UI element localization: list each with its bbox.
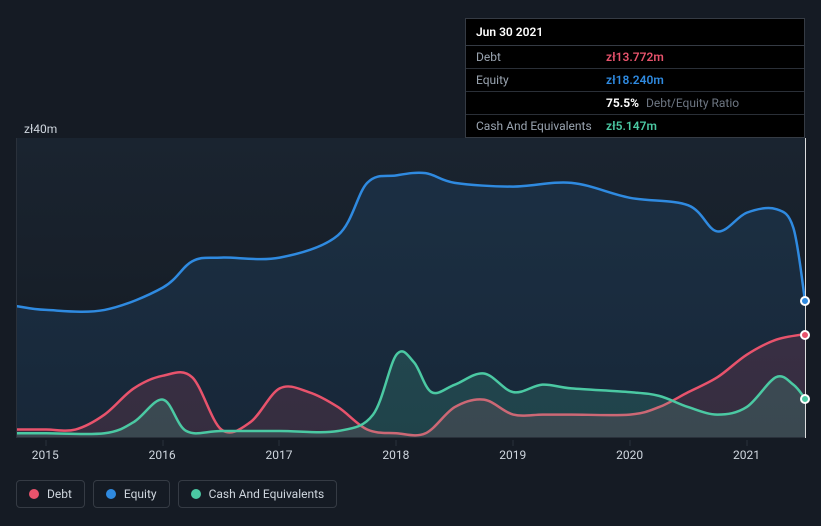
tooltip-row-label: Cash And Equivalents bbox=[476, 119, 606, 133]
tooltip-date: Jun 30 2021 bbox=[466, 19, 804, 46]
x-axis-tick: 2020 bbox=[616, 448, 643, 462]
legend-label: Equity bbox=[124, 487, 157, 501]
x-axis: 2015 2016 2017 2018 2019 2020 2021 bbox=[16, 440, 805, 470]
x-axis-tick: 2018 bbox=[382, 448, 409, 462]
x-axis-tick: 2016 bbox=[149, 448, 176, 462]
legend-item-equity[interactable]: Equity bbox=[93, 480, 170, 508]
tooltip-row-value: zł5.147m bbox=[606, 119, 657, 133]
hover-marker bbox=[800, 296, 810, 306]
hover-guideline bbox=[805, 138, 806, 438]
x-axis-tick: 2019 bbox=[499, 448, 526, 462]
tooltip-row: Debtzł13.772m bbox=[466, 46, 804, 69]
chart-legend: Debt Equity Cash And Equivalents bbox=[16, 480, 337, 508]
x-axis-tick: 2021 bbox=[733, 448, 760, 462]
legend-item-debt[interactable]: Debt bbox=[16, 480, 85, 508]
tooltip-row: Cash And Equivalentszł5.147m bbox=[466, 115, 804, 137]
tooltip-row-value: zł13.772m bbox=[606, 50, 664, 64]
x-axis-tick: 2017 bbox=[266, 448, 293, 462]
tooltip-row: Equityzł18.240m bbox=[466, 69, 804, 92]
chart-container: Jun 30 2021 Debtzł13.772mEquityzł18.240m… bbox=[0, 0, 821, 526]
chart-plot-area[interactable] bbox=[16, 138, 805, 438]
hover-marker bbox=[800, 330, 810, 340]
legend-label: Cash And Equivalents bbox=[209, 487, 325, 501]
tooltip-row-label: Equity bbox=[476, 73, 606, 87]
y-axis-label-max: zł40m bbox=[24, 122, 57, 136]
tooltip-row-label: Debt bbox=[476, 50, 606, 64]
tooltip-row-value: zł18.240m bbox=[606, 73, 664, 87]
hover-marker bbox=[800, 394, 810, 404]
legend-label: Debt bbox=[47, 487, 72, 501]
legend-dot-icon bbox=[29, 489, 39, 499]
legend-item-cash-and-equivalents[interactable]: Cash And Equivalents bbox=[178, 480, 338, 508]
tooltip-row-label bbox=[476, 96, 606, 110]
legend-dot-icon bbox=[106, 489, 116, 499]
hover-tooltip: Jun 30 2021 Debtzł13.772mEquityzł18.240m… bbox=[465, 18, 805, 138]
tooltip-row-ratio: 75.5% Debt/Equity Ratio bbox=[606, 96, 739, 110]
tooltip-row: 75.5% Debt/Equity Ratio bbox=[466, 92, 804, 115]
legend-dot-icon bbox=[191, 489, 201, 499]
x-axis-tick: 2015 bbox=[32, 448, 59, 462]
